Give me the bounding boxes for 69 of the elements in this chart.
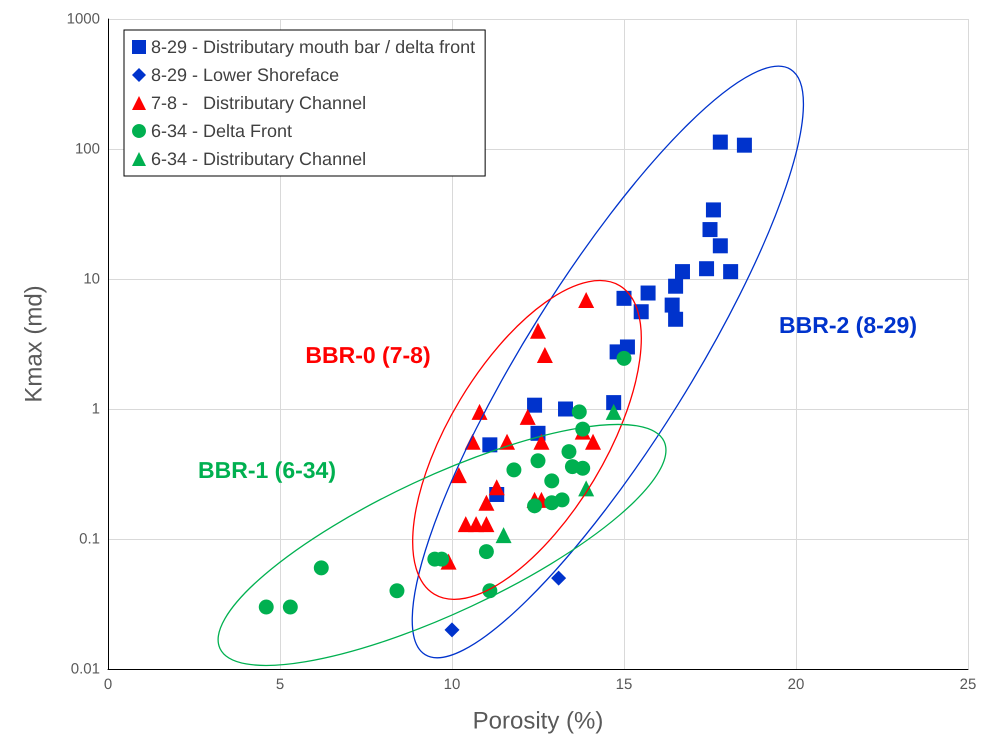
x-tick-label: 15 [616, 676, 632, 693]
x-tick-label: 5 [276, 676, 284, 693]
point [616, 350, 632, 366]
point [554, 492, 570, 508]
point [472, 404, 488, 420]
legend-label: 6-34 - Delta Front [151, 121, 292, 141]
legend-label: 6-34 - Distributary Channel [151, 149, 366, 169]
y-tick-label: 1000 [66, 10, 100, 28]
point [668, 312, 684, 327]
point [478, 494, 494, 511]
point [558, 402, 574, 416]
point [572, 404, 587, 420]
point [450, 467, 467, 484]
point [640, 286, 656, 301]
point [616, 290, 632, 306]
x-tick-label: 0 [104, 676, 112, 693]
point [530, 453, 546, 468]
point [258, 599, 274, 614]
point [282, 599, 298, 614]
x-tick-label: 20 [788, 676, 804, 693]
point [634, 304, 649, 320]
y-tick-label: 10 [83, 270, 100, 288]
y-axis-title: Kmax (md) [20, 285, 48, 403]
legend-label: 7-8 - Distributary Channel [151, 93, 366, 113]
point [533, 434, 550, 450]
point [606, 395, 622, 410]
point [585, 434, 602, 450]
y-tick-label: 0.01 [70, 660, 100, 678]
point [506, 462, 522, 478]
point [712, 238, 728, 254]
y-tick-label: 0.1 [79, 530, 100, 548]
point [314, 560, 329, 576]
point [674, 264, 690, 280]
point [606, 404, 622, 420]
point [723, 264, 738, 280]
x-axis-title: Porosity (%) [472, 708, 604, 734]
point [496, 527, 512, 544]
legend-label: 8-29 - Lower Shoreface [151, 65, 340, 85]
annotation: BBR-2 (8-29) [778, 312, 918, 338]
x-tick-label: 25 [960, 676, 976, 693]
point [520, 408, 536, 425]
legend-label: 8-29 - Distributary mouth bar / delta front [151, 37, 476, 57]
point [578, 292, 594, 308]
point [478, 516, 494, 532]
point [530, 322, 546, 339]
point [544, 473, 560, 488]
point [536, 347, 553, 364]
point [482, 437, 498, 452]
y-tick-label: 100 [74, 140, 100, 158]
point [736, 138, 752, 153]
point [488, 479, 505, 496]
point [702, 222, 718, 238]
x-tick-label: 10 [444, 676, 460, 693]
point [478, 544, 494, 560]
point [668, 278, 684, 294]
point [664, 298, 680, 313]
point [575, 460, 590, 476]
point [561, 444, 576, 460]
point [389, 583, 404, 598]
y-tick-label: 1 [92, 400, 100, 418]
point [706, 202, 721, 218]
point [444, 622, 460, 638]
point [712, 134, 728, 150]
point [699, 261, 714, 276]
point [527, 498, 542, 514]
point [527, 398, 542, 413]
point [551, 570, 566, 586]
annotation: BBR-1 (6-34) [198, 457, 336, 483]
annotation: BBR-0 (7-8) [305, 342, 431, 368]
